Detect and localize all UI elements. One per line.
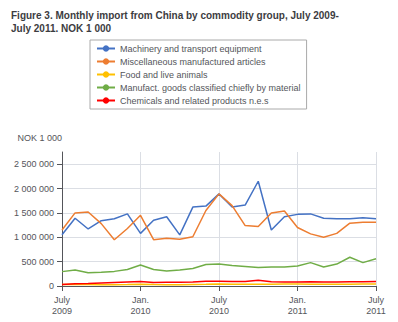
svg-text:Jan.: Jan. (132, 295, 149, 305)
svg-text:Chemicals and related products: Chemicals and related products n.e.s (120, 96, 269, 106)
svg-text:July 2011. NOK 1 000: July 2011. NOK 1 000 (11, 23, 112, 34)
svg-text:2010: 2010 (130, 306, 150, 316)
svg-text:July: July (368, 295, 385, 305)
svg-text:2 000 000: 2 000 000 (14, 184, 54, 194)
svg-text:2011: 2011 (366, 306, 385, 316)
svg-text:NOK 1 000: NOK 1 000 (17, 133, 62, 143)
svg-text:1 500 000: 1 500 000 (14, 208, 54, 218)
svg-text:2009: 2009 (52, 306, 72, 316)
svg-text:0: 0 (49, 281, 54, 291)
svg-text:1 000 000: 1 000 000 (14, 232, 54, 242)
svg-text:Manufact. goods classified chi: Manufact. goods classified chiefly by ma… (120, 83, 301, 93)
svg-text:2 500 000: 2 500 000 (14, 159, 54, 169)
svg-text:500 000: 500 000 (21, 257, 54, 267)
svg-text:2011: 2011 (288, 306, 307, 316)
svg-text:Miscellaneous manufactured art: Miscellaneous manufactured articles (120, 57, 266, 67)
svg-text:2010: 2010 (209, 306, 229, 316)
svg-text:July: July (54, 295, 71, 305)
svg-text:Food and live animals: Food and live animals (120, 70, 208, 80)
svg-text:Figure 3. Monthly import from: Figure 3. Monthly import from China by c… (11, 10, 339, 21)
svg-text:Machinery and transport equipm: Machinery and transport equipment (120, 44, 262, 54)
svg-text:Jan.: Jan. (289, 295, 306, 305)
svg-text:July: July (211, 295, 228, 305)
